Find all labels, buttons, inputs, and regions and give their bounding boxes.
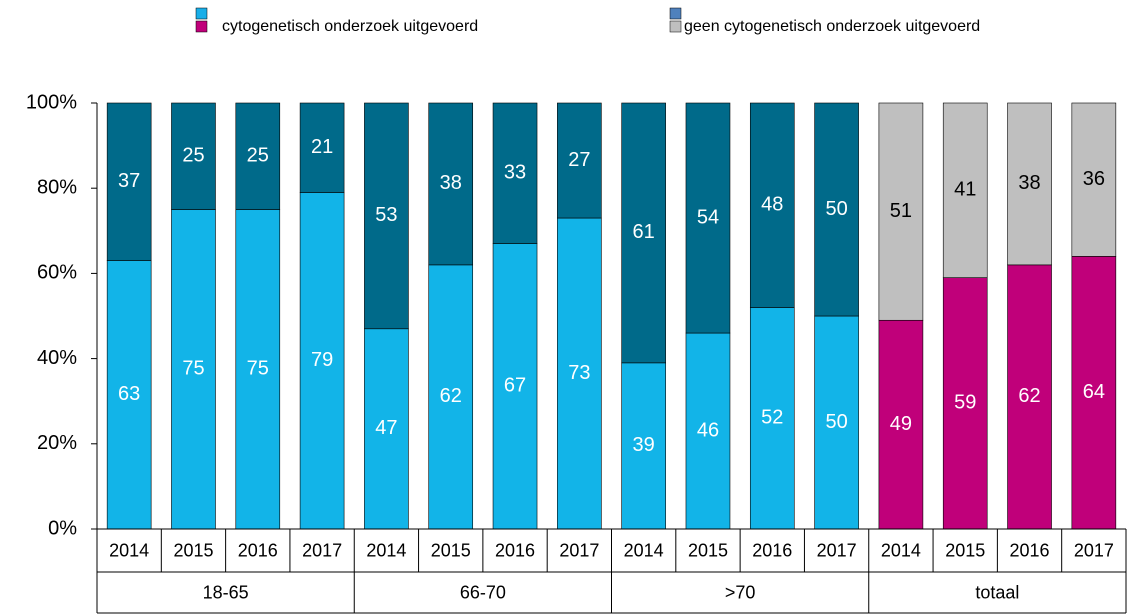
bar-segment [749,102,795,308]
value-label: 36 [1083,168,1105,190]
x-tick-label: 2016 [1010,540,1050,560]
group-label: >70 [725,582,756,602]
y-tick-label: 0% [48,517,77,539]
y-tick-label: 80% [37,176,77,198]
y-tick-label: 60% [37,262,77,284]
value-label: 62 [440,385,462,407]
bar-segment [942,102,988,278]
value-label: 79 [311,349,333,371]
value-label: 50 [825,411,847,433]
value-label: 21 [311,136,333,158]
value-label: 75 [247,358,269,380]
group-label: 18-65 [203,582,249,602]
value-label: 67 [504,375,526,397]
x-tick-label: 2015 [945,540,985,560]
legend-swatch [195,7,208,20]
legend-swatch [669,20,682,33]
bar-segment [171,209,216,530]
bar-segment [685,332,731,530]
bar-segment [235,102,281,210]
legend-label: geen cytogenetisch onderzoek uitgevoerd [684,18,980,35]
value-label: 62 [1018,385,1040,407]
value-label: 38 [1018,172,1040,194]
value-label: 50 [825,198,847,220]
bar-segment [492,102,538,244]
value-label: 48 [761,194,783,216]
bar-segment [1007,102,1052,266]
bar-segment [621,362,666,530]
value-label: 75 [182,358,204,380]
bar-segment [814,102,859,317]
value-label: 47 [375,417,397,439]
bar-segment [428,102,474,266]
x-tick-label: 2014 [881,540,921,560]
y-tick-label: 100% [26,91,77,113]
x-tick-label: 2016 [495,540,535,560]
x-tick-label: 2015 [688,540,728,560]
x-tick-label: 2017 [559,540,599,560]
x-tick-label: 2017 [302,540,342,560]
value-label: 51 [890,200,912,222]
value-label: 33 [504,162,526,184]
value-label: 73 [568,362,590,384]
value-label: 54 [697,206,719,228]
y-tick-label: 40% [37,347,77,369]
value-label: 61 [633,221,655,243]
value-label: 38 [440,172,462,194]
x-tick-label: 2015 [431,540,471,560]
value-label: 63 [118,383,140,405]
value-label: 64 [1083,381,1105,403]
x-tick-label: 2015 [173,540,213,560]
x-tick-label: 2014 [624,540,664,560]
value-label: 25 [247,145,269,167]
bar-segment [299,192,345,530]
legend-swatch [669,7,682,20]
x-tick-label: 2014 [366,540,406,560]
bar-segment [557,102,602,219]
bar-segment [364,102,409,330]
bar-segment [878,319,924,530]
bar-segment [621,102,666,364]
value-label: 59 [954,392,976,414]
group-label: totaal [975,582,1019,602]
bar-segment [235,209,281,530]
x-tick-label: 2017 [1074,540,1114,560]
bar-segment [1071,102,1117,257]
bar-segment [557,217,602,530]
bar-segment [106,102,152,261]
value-label: 27 [568,149,590,171]
bar-segment [749,307,795,530]
value-label: 25 [182,145,204,167]
bar-segment [428,264,474,530]
value-label: 53 [375,204,397,226]
y-tick-label: 20% [37,432,77,454]
bar-segment [685,102,731,334]
bar-segment [814,315,859,530]
value-label: 41 [954,179,976,201]
value-label: 52 [761,407,783,429]
bar-segment [299,102,345,193]
value-label: 49 [890,413,912,435]
bar-segment [492,243,538,530]
legend-swatch [195,20,208,33]
value-label: 37 [118,170,140,192]
bar-segment [364,328,409,530]
bar-segment [171,102,216,210]
x-tick-label: 2016 [752,540,792,560]
value-label: 39 [633,434,655,456]
bar-segment [878,102,924,321]
x-tick-label: 2014 [109,540,149,560]
legend-label: cytogenetisch onderzoek uitgevoerd [222,18,478,35]
value-label: 46 [697,419,719,441]
x-tick-label: 2017 [817,540,857,560]
group-label: 66-70 [460,582,506,602]
x-tick-label: 2016 [238,540,278,560]
